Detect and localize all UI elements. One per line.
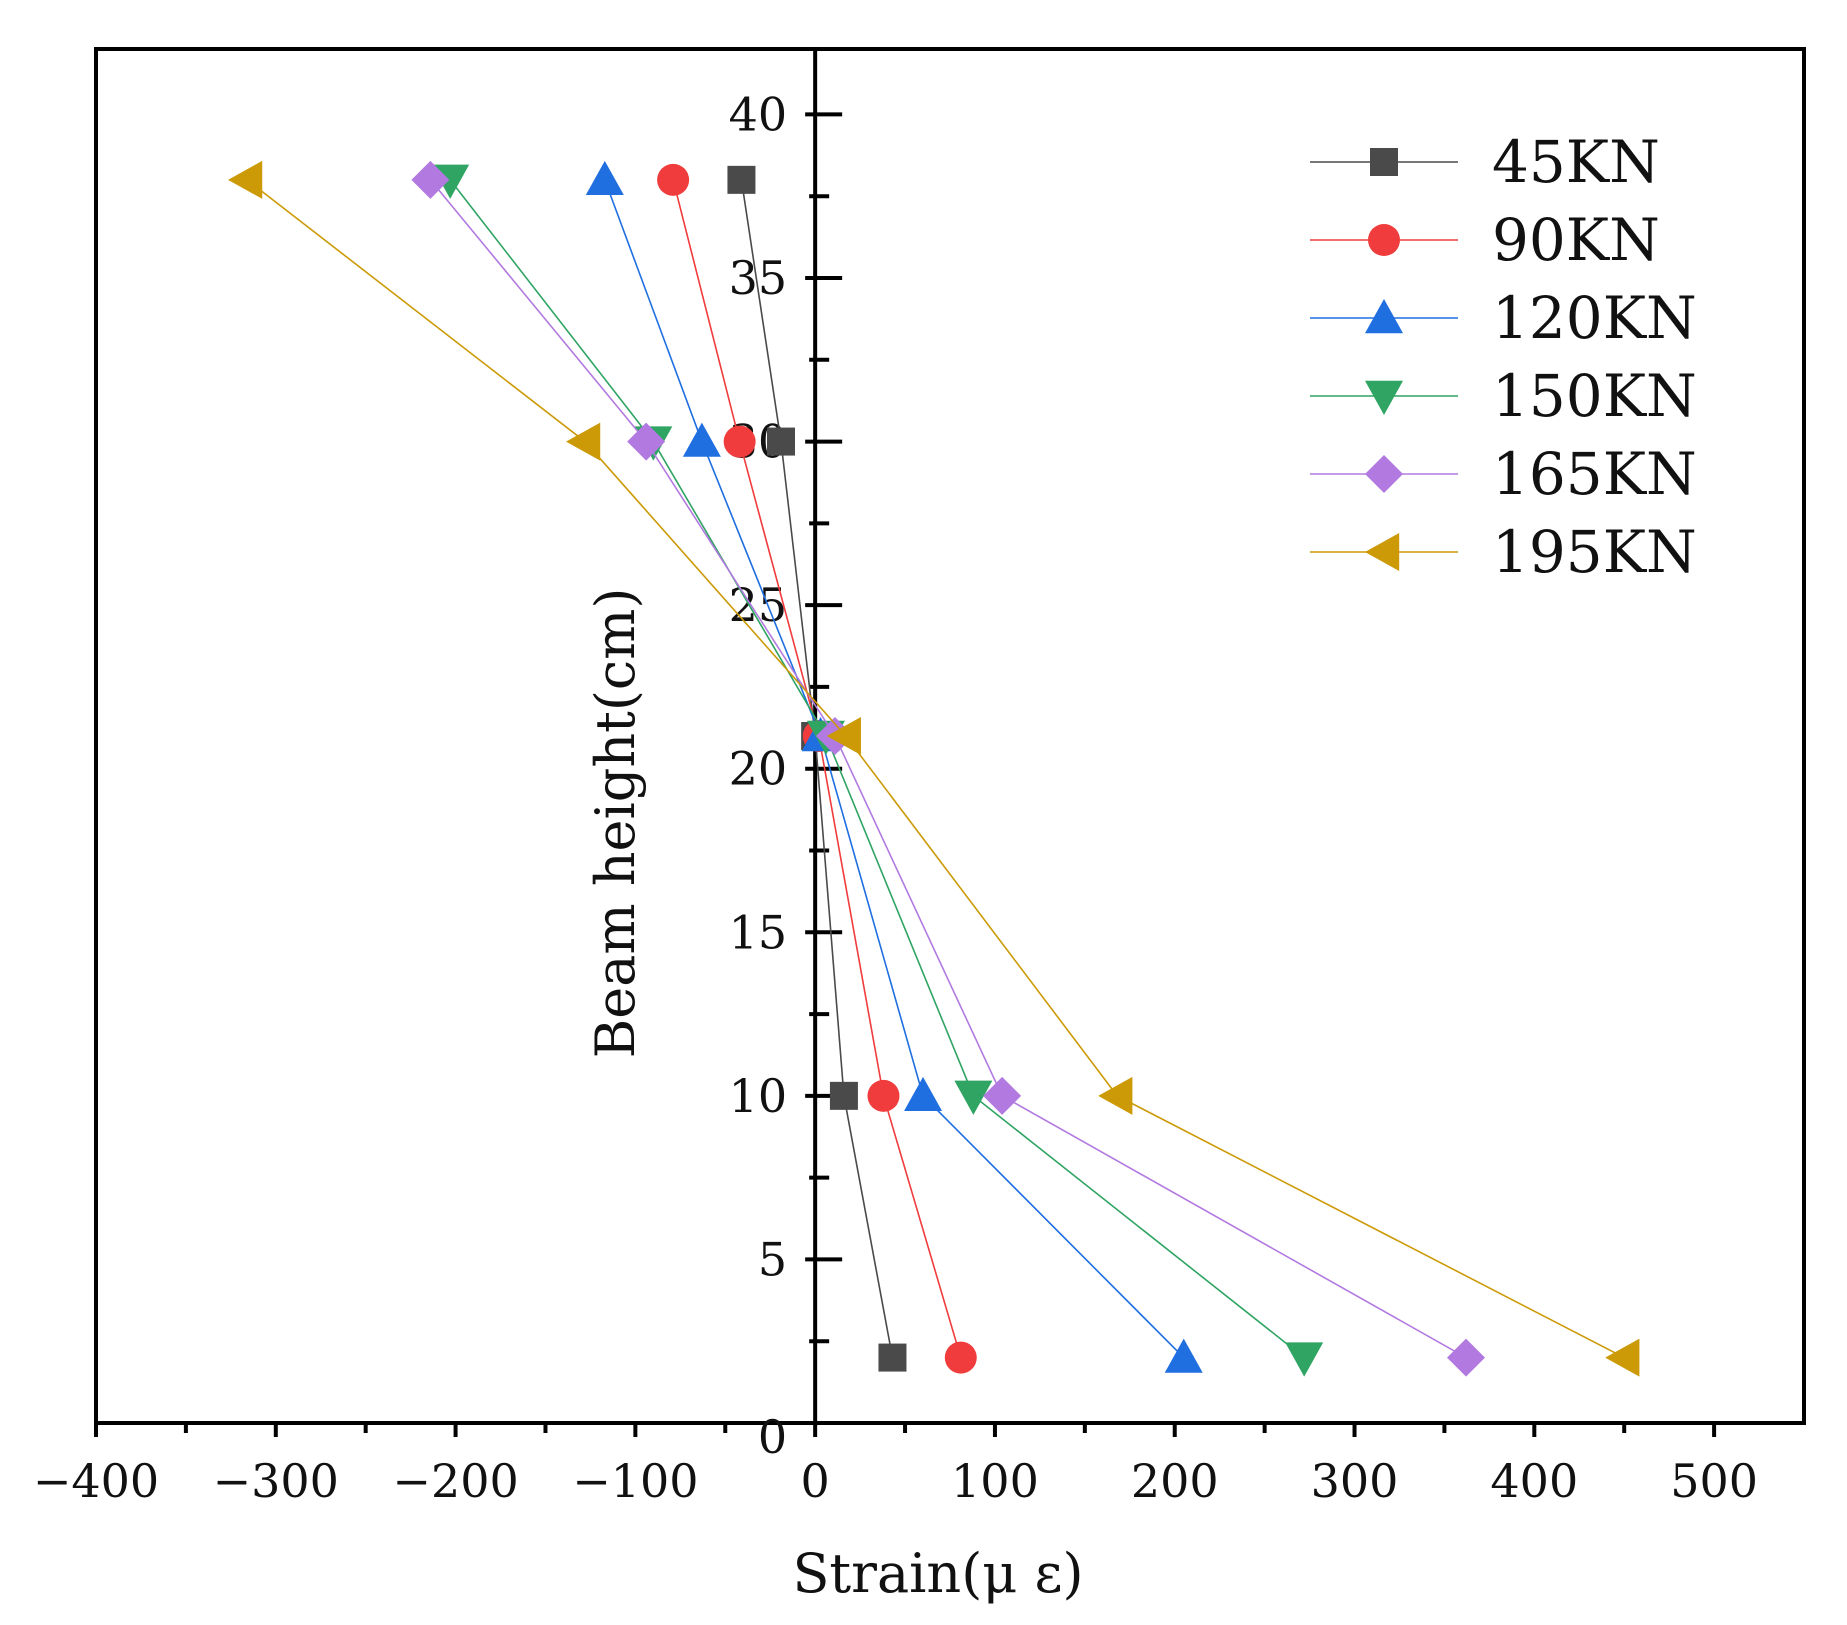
y-tick-label: 10: [729, 1069, 788, 1123]
x-tick-label: 100: [951, 1454, 1039, 1508]
x-tick-label: 300: [1311, 1454, 1399, 1508]
legend-marker: [1370, 148, 1398, 176]
data-point: [983, 1076, 1022, 1115]
plot-frame: [94, 47, 1806, 1425]
x-tick-label: −200: [392, 1454, 518, 1508]
data-point: [1605, 1338, 1640, 1377]
data-point: [585, 160, 624, 196]
x-tick-label: 500: [1670, 1454, 1758, 1508]
series-195kn: [228, 160, 1640, 1377]
data-point: [228, 160, 263, 199]
y-tick-label: 5: [758, 1232, 787, 1286]
data-point: [1098, 1076, 1133, 1115]
legend-item: 165KN: [1310, 440, 1697, 508]
axes-layer: −400 −300 −200 −100 0 100 200 300 400 50051015202…: [33, 49, 1758, 1508]
series-layer: [228, 160, 1640, 1377]
data-point: [954, 1080, 993, 1115]
data-point: [867, 1079, 900, 1112]
legend-label: 150KN: [1492, 362, 1697, 430]
legend-label: 90KN: [1492, 206, 1660, 274]
data-point: [826, 717, 861, 755]
series-line-150kn: [449, 179, 1305, 1359]
legend: 45KN 90KN 120KN 150KN 165KN 195KN: [1310, 128, 1697, 586]
series-150kn: [431, 164, 1324, 1377]
data-point: [627, 422, 666, 461]
series-165kn: [411, 160, 1485, 1377]
legend-label: 45KN: [1492, 128, 1660, 196]
data-point: [411, 160, 450, 199]
data-point: [829, 1081, 858, 1110]
legend-label: 165KN: [1492, 440, 1697, 508]
y-tick-label: 35: [729, 251, 788, 305]
x-tick-label: 400: [1490, 1454, 1578, 1508]
data-point: [682, 422, 721, 457]
series-line-195kn: [246, 179, 1625, 1359]
data-point: [723, 425, 756, 458]
y-tick-label: 20: [729, 742, 788, 796]
data-point: [1446, 1338, 1485, 1377]
legend-marker: [1365, 299, 1403, 334]
x-tick-label: 0: [801, 1454, 830, 1508]
data-point: [566, 422, 601, 461]
legend-item: 195KN: [1310, 518, 1697, 586]
data-point: [727, 165, 756, 194]
data-point: [878, 1343, 907, 1372]
data-point: [1164, 1338, 1203, 1373]
y-axis-title: Beam height(cm): [584, 588, 647, 1059]
legend-item: 45KN: [1310, 128, 1660, 196]
legend-marker: [1365, 380, 1403, 415]
legend-item: 150KN: [1310, 362, 1697, 430]
data-point: [766, 427, 795, 456]
legend-item: 90KN: [1310, 206, 1660, 274]
data-point: [944, 1341, 977, 1374]
legend-item: 120KN: [1310, 284, 1697, 352]
legend-label: 195KN: [1492, 518, 1697, 586]
legend-marker: [1368, 224, 1400, 256]
x-tick-label: 200: [1131, 1454, 1219, 1508]
y-tick-label: 40: [729, 87, 788, 141]
data-point: [904, 1076, 943, 1112]
legend-marker: [1365, 533, 1400, 571]
x-tick-label: −300: [213, 1454, 339, 1508]
data-point: [1285, 1342, 1324, 1377]
legend-label: 120KN: [1492, 284, 1697, 352]
y-origin-label: 0: [758, 1410, 787, 1464]
data-point: [657, 163, 690, 196]
x-tick-label: −100: [572, 1454, 698, 1508]
legend-marker: [1365, 455, 1403, 493]
x-tick-label: −400: [33, 1454, 159, 1508]
series-line-120kn: [604, 179, 1185, 1359]
series-120kn: [585, 160, 1203, 1373]
y-tick-label: 15: [729, 905, 788, 959]
x-axis-title: Strain(μ ε): [792, 1542, 1083, 1605]
